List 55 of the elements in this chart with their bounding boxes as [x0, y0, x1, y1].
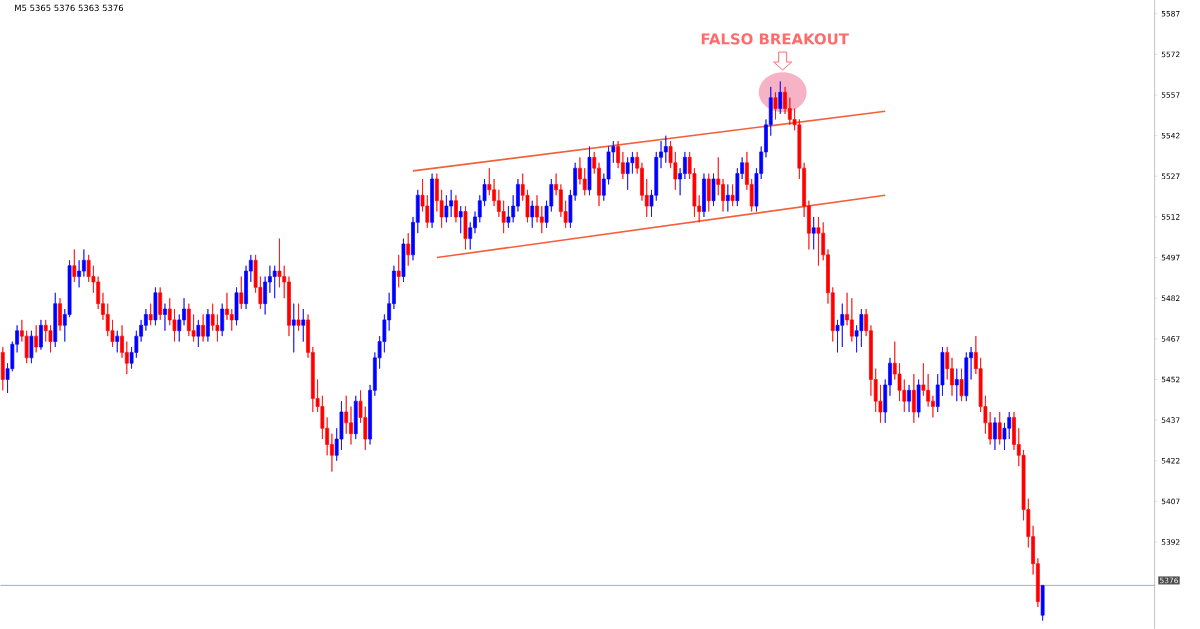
- candlestick: [430, 173, 434, 229]
- candlestick: [454, 194, 458, 223]
- candlestick: [291, 303, 296, 353]
- candlestick: [587, 146, 592, 196]
- candlestick: [993, 417, 997, 451]
- candlestick: [401, 238, 406, 283]
- candlestick: [706, 173, 711, 212]
- candlestick: [206, 308, 210, 342]
- candlestick: [711, 173, 716, 207]
- annotation: FALSO BREAKOUT: [701, 33, 849, 45]
- candlestick: [778, 81, 783, 115]
- candlestick: [115, 330, 120, 353]
- candlestick: [58, 297, 62, 332]
- candlestick: [811, 216, 816, 250]
- candlestick: [849, 297, 854, 342]
- candlestick: [444, 194, 449, 223]
- candlestick: [158, 287, 163, 321]
- candlestick: [1040, 585, 1045, 621]
- chart-title: M5 5365 5376 5363 5376: [15, 4, 124, 12]
- candlestick: [916, 379, 921, 418]
- candlestick: [239, 276, 244, 310]
- candlestick: [773, 91, 778, 120]
- candlestick: [911, 373, 916, 424]
- candlestick: [907, 384, 911, 413]
- candlestick: [148, 303, 153, 326]
- candlestick: [163, 303, 167, 332]
- candlestick: [458, 205, 463, 234]
- candlestick: [234, 287, 239, 326]
- candlestick: [954, 368, 959, 402]
- candlestick: [220, 303, 225, 337]
- candlestick: [0, 346, 5, 391]
- candlestick: [730, 184, 735, 207]
- candlestick: [396, 254, 401, 288]
- candlestick: [153, 287, 158, 326]
- candlestick: [29, 330, 34, 364]
- candlestick: [816, 216, 821, 267]
- candlestick: [296, 303, 301, 332]
- candlestick: [463, 205, 468, 250]
- candlestick: [53, 292, 58, 348]
- candlestick: [530, 200, 535, 229]
- candlestick: [959, 368, 964, 402]
- candlestick: [406, 232, 411, 267]
- candlestick: [39, 319, 43, 351]
- candlestick: [48, 324, 53, 353]
- candlestick: [196, 319, 201, 348]
- candlestick: [725, 184, 730, 212]
- candlestick: [663, 135, 668, 164]
- candlestick: [272, 265, 277, 299]
- candlestick: [301, 308, 306, 342]
- candlestick: [702, 173, 706, 218]
- candlestick: [997, 411, 1002, 445]
- candlestick: [201, 314, 205, 342]
- candlestick: [34, 324, 39, 353]
- candlestick: [353, 395, 358, 440]
- candlestick: [72, 249, 77, 283]
